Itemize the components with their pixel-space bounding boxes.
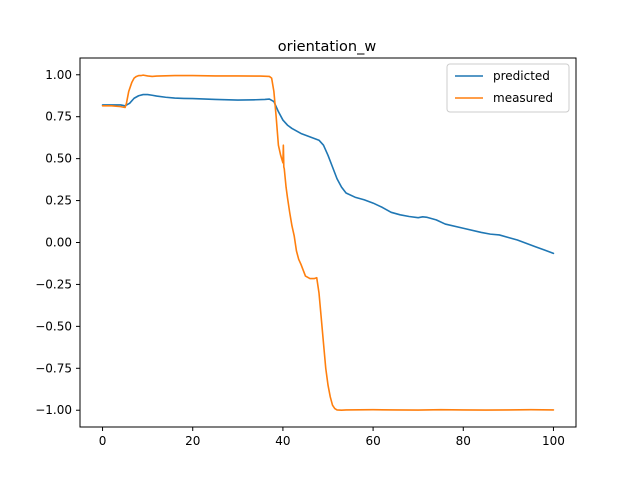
chart-title: orientation_w — [278, 39, 377, 55]
x-tick-label: 20 — [185, 434, 200, 448]
x-tick-label: 100 — [542, 434, 565, 448]
y-tick-label: 0.50 — [45, 152, 72, 166]
x-axis: 0 20 40 60 80 100 — [99, 427, 565, 448]
legend: predicted measured — [446, 63, 570, 113]
legend-label-predicted: predicted — [493, 69, 550, 83]
series-line-measured — [101, 74, 555, 412]
y-tick-label: 0.75 — [45, 110, 72, 124]
plot-frame — [79, 57, 577, 428]
y-tick-label: 0.25 — [45, 194, 72, 208]
series-line-predicted — [101, 93, 555, 255]
y-tick-label: −0.25 — [35, 277, 72, 291]
y-tick-label: −0.75 — [35, 361, 72, 375]
x-tick-label: 0 — [99, 434, 107, 448]
x-tick-label: 40 — [275, 434, 290, 448]
y-tick-label: −1.00 — [35, 403, 72, 417]
y-axis: 1.00 0.75 0.50 0.25 0.00 −0.25 −0.50 −0.75 −1.00 — [35, 68, 80, 417]
y-tick-label: 1.00 — [45, 68, 72, 82]
series-layer — [101, 74, 555, 412]
y-tick-label: 0.00 — [45, 236, 72, 250]
x-tick-label: 60 — [365, 434, 380, 448]
y-tick-label: −0.50 — [35, 319, 72, 333]
x-tick-label: 80 — [456, 434, 471, 448]
legend-label-measured: measured — [493, 91, 553, 105]
